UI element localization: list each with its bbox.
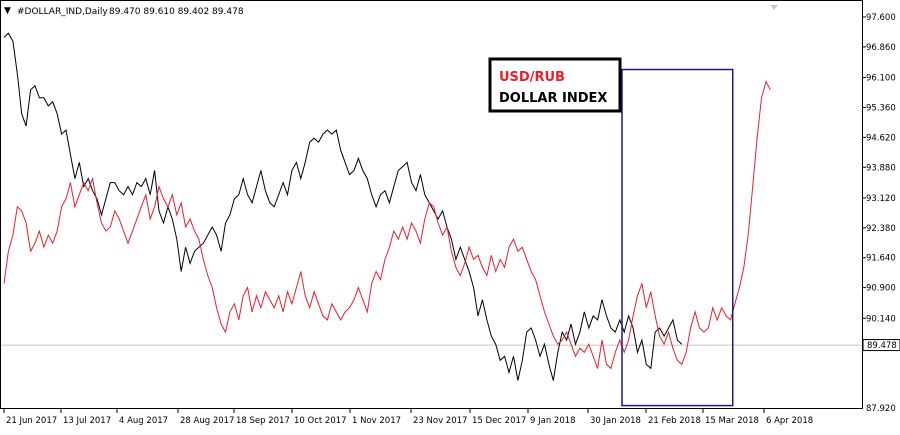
highlight-box (621, 68, 734, 407)
legend-usdrub: USD/RUB (499, 70, 565, 85)
collapse-arrow-icon[interactable]: ▼ (4, 6, 11, 16)
legend-frame (488, 57, 622, 113)
x-tick-label: 15 Dec 2017 (472, 416, 526, 426)
current-price-label: 89.478 (867, 341, 897, 351)
y-tick-label: 94.620 (866, 133, 896, 143)
x-tick-label: 1 Nov 2017 (352, 416, 401, 426)
plot-area-border (0, 0, 863, 409)
x-tick-label: 6 Apr 2018 (766, 416, 813, 426)
x-tick-label: 9 Jan 2018 (530, 416, 576, 426)
x-tick-label: 28 Aug 2017 (180, 416, 234, 426)
y-tick-label: 96.860 (866, 43, 896, 53)
current-price-tag: 89.478 (862, 339, 900, 352)
y-tick-label: 95.360 (866, 103, 896, 113)
symbol-label: #DOLLAR_IND,Daily (17, 7, 108, 17)
x-tick-label: 15 Mar 2018 (705, 416, 759, 426)
x-tick-label: 23 Nov 2017 (413, 416, 467, 426)
legend-dollar-index: DOLLAR INDEX (499, 91, 607, 106)
x-tick-label: 21 Feb 2018 (648, 416, 701, 426)
y-tick-label: 93.120 (866, 194, 896, 204)
axes: 97.600 96.860 96.100 95.360 94.620 93.880 93.1… (3, 13, 896, 426)
x-tick-label: 30 Jan 2018 (590, 416, 641, 426)
y-tick-label: 90.900 (866, 284, 896, 294)
x-tick-label: 21 Jun 2017 (6, 416, 57, 426)
y-tick-label: 87.920 (866, 404, 896, 414)
ohlc-values: 89.470 89.610 89.402 89.478 (109, 7, 244, 17)
x-tick-label: 4 Aug 2017 (119, 416, 168, 426)
y-tick-label: 90.140 (866, 314, 896, 324)
y-tick-label: 97.600 (866, 13, 896, 23)
current-price-tag-bg (862, 339, 900, 352)
x-tick-label: 13 Jul 2017 (63, 416, 111, 426)
y-tick-label: 93.880 (866, 163, 896, 173)
y-tick-label: 92.380 (866, 224, 896, 234)
shift-marker-icon[interactable] (770, 5, 778, 10)
legend-box: USD/RUB DOLLAR INDEX (488, 57, 622, 113)
y-tick-label: 91.640 (866, 254, 896, 264)
x-tick-label: 18 Sep 2017 (236, 416, 290, 426)
highlight-box-group (621, 68, 734, 407)
series-line-usd-rub (3, 80, 771, 370)
series-group (3, 32, 771, 381)
y-tick-label: 96.100 (866, 74, 896, 84)
x-tick-label: 10 Oct 2017 (294, 416, 347, 426)
series-line-dollar-index (3, 32, 683, 381)
